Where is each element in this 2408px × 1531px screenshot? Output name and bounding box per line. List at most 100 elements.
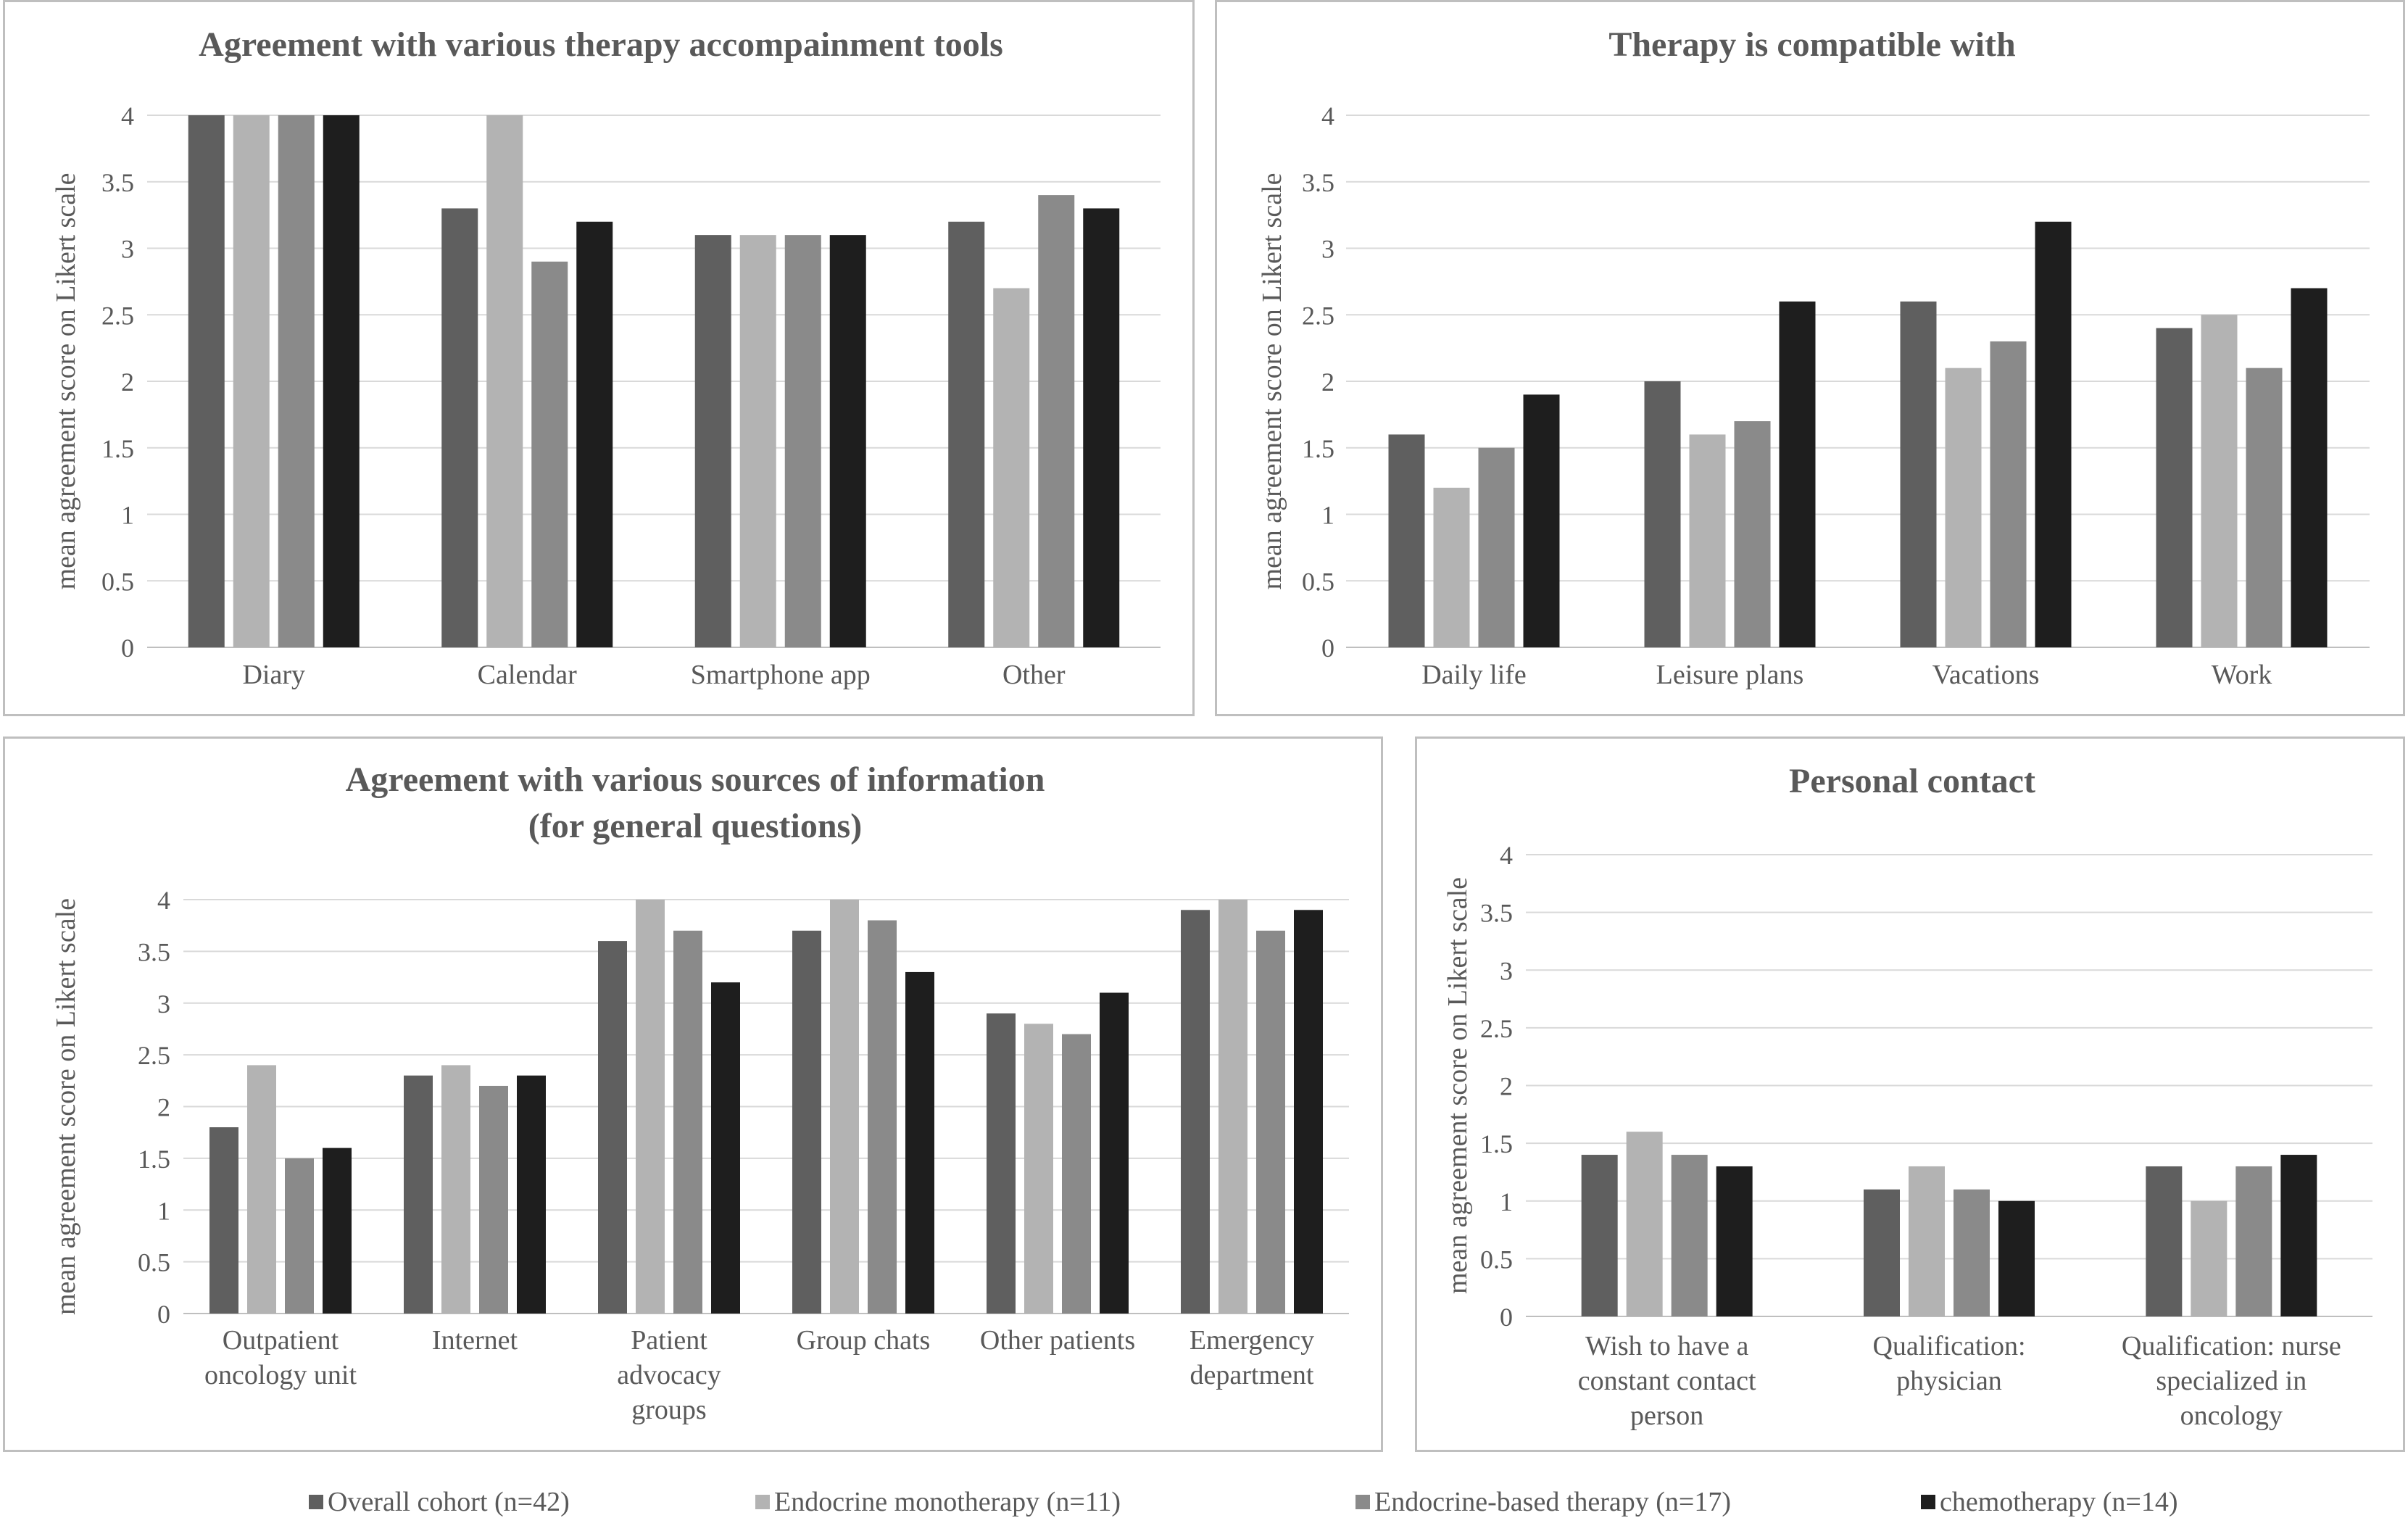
bar bbox=[1909, 1166, 1945, 1316]
x-tick-label: Other bbox=[1002, 660, 1066, 690]
y-tick-label: 2.5 bbox=[101, 301, 134, 330]
bar bbox=[2246, 368, 2283, 647]
bar bbox=[323, 115, 360, 647]
chart-title: Personal contact bbox=[1789, 762, 2035, 800]
x-tick-label: Calendar bbox=[478, 660, 578, 690]
chart-svg: Therapy is compatible with 0 0.5 1 1.5 2 2.5 3 3… bbox=[1257, 25, 2370, 690]
y-tick-label: 1.5 bbox=[1302, 434, 1334, 463]
x-tick-label: Qualification: nurse bbox=[2122, 1331, 2341, 1361]
bar bbox=[948, 221, 985, 647]
legend-label: chemotherapy (n=14) bbox=[1940, 1487, 2178, 1517]
y-tick-label: 3.5 bbox=[138, 937, 170, 966]
legend-item-chemotherapy: chemotherapy (n=14) bbox=[1921, 1486, 2177, 1518]
y-tick-label: 2 bbox=[1321, 368, 1334, 397]
y-tick-label: 1.5 bbox=[101, 434, 134, 463]
chart-title: Agreement with various therapy accompain… bbox=[199, 25, 1003, 64]
chart-panel-personal-contact: Personal contact 0 0.5 1 1.5 2 2.5 3 3.5 4 mean ag… bbox=[1415, 737, 2405, 1452]
y-tick-label: 4 bbox=[157, 886, 170, 915]
x-tick-label: Other patients bbox=[980, 1325, 1135, 1356]
legend-item-overall-cohort: Overall cohort (n=42) bbox=[309, 1486, 570, 1518]
bar bbox=[2035, 221, 2072, 647]
bar bbox=[1954, 1189, 1990, 1316]
y-tick-label: 0 bbox=[157, 1300, 170, 1329]
y-axis-label: mean agreement score on Likert scale bbox=[51, 898, 81, 1315]
bar bbox=[1945, 368, 1982, 647]
x-tick-label: constant contact bbox=[1578, 1366, 1756, 1396]
x-tick-label: Diary bbox=[242, 660, 305, 690]
bar bbox=[1433, 487, 1470, 647]
bar bbox=[441, 208, 478, 647]
x-tick-label: Patient bbox=[631, 1325, 707, 1356]
bar bbox=[441, 1065, 470, 1314]
legend-label: Endocrine-based therapy (n=17) bbox=[1374, 1487, 1732, 1517]
bar bbox=[2280, 1155, 2317, 1316]
y-tick-label: 3 bbox=[1500, 956, 1513, 985]
bar bbox=[673, 930, 702, 1314]
x-tick-label: Outpatient bbox=[223, 1325, 339, 1356]
x-tick-label: Internet bbox=[432, 1325, 518, 1356]
y-tick-label: 1.5 bbox=[138, 1145, 170, 1174]
bar bbox=[598, 941, 627, 1314]
y-tick-label: 2.5 bbox=[138, 1041, 170, 1070]
bar bbox=[278, 115, 315, 647]
bar bbox=[829, 235, 866, 647]
bar bbox=[1024, 1024, 1053, 1314]
bar bbox=[1523, 394, 1560, 647]
y-tick-label: 0.5 bbox=[1480, 1245, 1513, 1274]
legend-swatch bbox=[1921, 1495, 1935, 1509]
chart-title: Therapy is compatible with bbox=[1608, 25, 2015, 64]
bar bbox=[868, 920, 897, 1314]
y-tick-label: 3 bbox=[121, 235, 134, 264]
bar bbox=[188, 115, 225, 647]
x-tick-label: physician bbox=[1896, 1366, 2002, 1396]
bar bbox=[1218, 900, 1247, 1314]
x-tick-label: Smartphone app bbox=[691, 660, 871, 690]
bar bbox=[1294, 910, 1323, 1314]
bar bbox=[694, 235, 731, 647]
x-tick-label: oncology bbox=[2180, 1401, 2283, 1431]
x-tick-label: Leisure plans bbox=[1656, 660, 1804, 690]
y-tick-label: 2.5 bbox=[1480, 1014, 1513, 1043]
legend-label: Overall cohort (n=42) bbox=[328, 1487, 570, 1517]
y-tick-label: 3.5 bbox=[1302, 168, 1334, 197]
bar bbox=[993, 288, 1030, 647]
bar bbox=[1689, 434, 1726, 647]
x-tick-label: advocacy bbox=[617, 1360, 721, 1390]
y-axis-label: mean agreement score on Likert scale bbox=[1257, 173, 1287, 590]
y-tick-label: 4 bbox=[1321, 101, 1334, 130]
bar bbox=[1998, 1200, 2035, 1316]
bar bbox=[486, 115, 523, 647]
bar bbox=[517, 1075, 546, 1314]
bar bbox=[1864, 1189, 1900, 1316]
bar bbox=[531, 261, 568, 648]
x-tick-label: Vacations bbox=[1932, 660, 2040, 690]
bar bbox=[1716, 1166, 1753, 1316]
bar bbox=[1671, 1155, 1708, 1316]
y-tick-label: 0.5 bbox=[138, 1248, 170, 1277]
y-axis-label: mean agreement score on Likert scale bbox=[51, 173, 81, 590]
chart-title: (for general questions) bbox=[528, 807, 862, 845]
bar bbox=[2235, 1166, 2272, 1316]
x-tick-label: Group chats bbox=[797, 1325, 931, 1356]
bar bbox=[479, 1085, 508, 1314]
bar bbox=[1388, 434, 1425, 647]
bar bbox=[1779, 301, 1816, 647]
bar bbox=[323, 1148, 352, 1314]
bar bbox=[1181, 910, 1210, 1314]
y-tick-label: 3.5 bbox=[1480, 899, 1513, 928]
bar bbox=[1644, 381, 1681, 647]
bar bbox=[576, 221, 613, 647]
chart-panel-therapy-compatible: Therapy is compatible with 0 0.5 1 1.5 2 2.5 3 3… bbox=[1215, 0, 2405, 716]
bar bbox=[1734, 421, 1771, 647]
x-tick-label: person bbox=[1630, 1401, 1703, 1431]
bar bbox=[1100, 992, 1129, 1314]
bar bbox=[1626, 1132, 1663, 1316]
legend-label: Endocrine monotherapy (n=11) bbox=[774, 1487, 1121, 1517]
chart-title: Agreement with various sources of inform… bbox=[346, 760, 1045, 799]
y-tick-label: 1 bbox=[121, 501, 134, 530]
chart-panel-information-sources: Agreement with various sources of inform… bbox=[3, 737, 1383, 1452]
bar bbox=[2156, 328, 2193, 647]
x-tick-label: Emergency bbox=[1190, 1325, 1314, 1356]
legend-item-endocrine-based-therapy: Endocrine-based therapy (n=17) bbox=[1355, 1486, 1731, 1518]
y-tick-label: 0 bbox=[121, 634, 134, 663]
